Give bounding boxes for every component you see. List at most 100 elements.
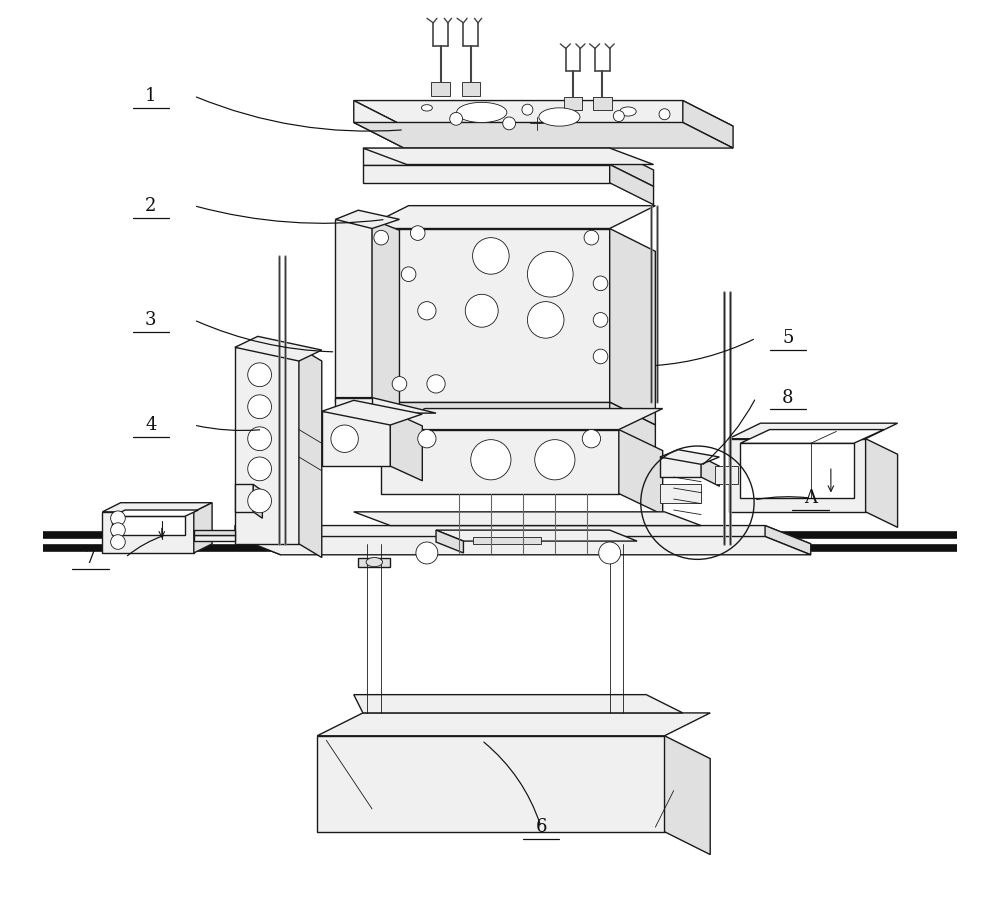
Text: 3: 3	[145, 311, 157, 329]
Polygon shape	[194, 530, 235, 535]
Circle shape	[248, 395, 272, 419]
Polygon shape	[660, 457, 701, 477]
Circle shape	[392, 377, 407, 391]
Polygon shape	[431, 82, 450, 96]
Ellipse shape	[457, 102, 507, 122]
Text: 6: 6	[535, 818, 547, 836]
Polygon shape	[363, 228, 610, 402]
Circle shape	[111, 511, 125, 526]
Polygon shape	[322, 411, 390, 466]
Circle shape	[416, 542, 438, 564]
Polygon shape	[390, 411, 422, 481]
Circle shape	[248, 427, 272, 451]
Polygon shape	[354, 122, 733, 148]
Circle shape	[535, 440, 575, 480]
Polygon shape	[372, 238, 395, 263]
Polygon shape	[372, 270, 395, 295]
Circle shape	[248, 489, 272, 513]
Polygon shape	[354, 512, 701, 526]
Polygon shape	[660, 450, 719, 464]
Circle shape	[613, 111, 624, 122]
Polygon shape	[729, 423, 898, 439]
Polygon shape	[765, 526, 811, 555]
Polygon shape	[354, 270, 372, 288]
Polygon shape	[660, 484, 701, 503]
Polygon shape	[610, 148, 654, 186]
Polygon shape	[372, 334, 395, 359]
Polygon shape	[235, 537, 811, 555]
Circle shape	[503, 117, 516, 130]
Polygon shape	[335, 210, 399, 228]
Polygon shape	[619, 430, 663, 515]
Circle shape	[659, 109, 670, 120]
Polygon shape	[701, 457, 719, 486]
Polygon shape	[473, 537, 541, 544]
Polygon shape	[335, 219, 372, 402]
Circle shape	[593, 276, 608, 291]
Text: 2: 2	[145, 197, 157, 215]
Polygon shape	[610, 165, 654, 205]
Polygon shape	[354, 302, 372, 320]
Polygon shape	[322, 400, 422, 425]
Polygon shape	[866, 439, 898, 527]
Circle shape	[418, 430, 436, 448]
Ellipse shape	[620, 107, 636, 116]
Polygon shape	[102, 512, 194, 553]
Circle shape	[401, 267, 416, 282]
Polygon shape	[194, 503, 212, 553]
Polygon shape	[299, 347, 322, 558]
Polygon shape	[683, 101, 733, 148]
Polygon shape	[564, 97, 582, 110]
Polygon shape	[235, 526, 811, 544]
Polygon shape	[235, 484, 253, 512]
Polygon shape	[354, 238, 372, 256]
Polygon shape	[610, 228, 655, 425]
Polygon shape	[363, 165, 610, 183]
Polygon shape	[372, 219, 399, 413]
Circle shape	[582, 430, 601, 448]
Polygon shape	[354, 101, 733, 126]
Circle shape	[111, 523, 125, 537]
Polygon shape	[436, 530, 637, 541]
Circle shape	[374, 230, 388, 245]
Circle shape	[527, 302, 564, 338]
Circle shape	[111, 535, 125, 549]
Text: 1: 1	[145, 87, 157, 105]
Polygon shape	[381, 430, 619, 494]
Ellipse shape	[539, 108, 580, 126]
Text: 8: 8	[782, 388, 794, 407]
Circle shape	[527, 251, 573, 297]
Polygon shape	[462, 82, 480, 96]
Polygon shape	[235, 526, 281, 555]
Ellipse shape	[421, 105, 432, 111]
Polygon shape	[112, 510, 198, 516]
Circle shape	[599, 542, 621, 564]
Polygon shape	[354, 334, 372, 352]
Circle shape	[410, 226, 425, 240]
Polygon shape	[715, 466, 738, 484]
Polygon shape	[335, 398, 372, 416]
Text: 5: 5	[782, 329, 794, 347]
Polygon shape	[381, 409, 663, 430]
Polygon shape	[102, 503, 212, 512]
Polygon shape	[354, 695, 683, 713]
Polygon shape	[354, 101, 404, 148]
Polygon shape	[363, 206, 655, 228]
Polygon shape	[194, 535, 235, 541]
Polygon shape	[358, 558, 390, 567]
Ellipse shape	[366, 558, 383, 567]
Polygon shape	[372, 302, 395, 327]
Polygon shape	[112, 516, 185, 535]
Text: 4: 4	[145, 416, 157, 434]
Polygon shape	[593, 97, 612, 110]
Polygon shape	[363, 148, 654, 165]
Polygon shape	[317, 713, 710, 736]
Polygon shape	[740, 430, 884, 443]
Polygon shape	[235, 336, 322, 361]
Polygon shape	[363, 148, 610, 165]
Polygon shape	[610, 402, 655, 452]
Polygon shape	[317, 736, 665, 832]
Circle shape	[248, 457, 272, 481]
Polygon shape	[372, 366, 395, 391]
Polygon shape	[436, 530, 463, 553]
